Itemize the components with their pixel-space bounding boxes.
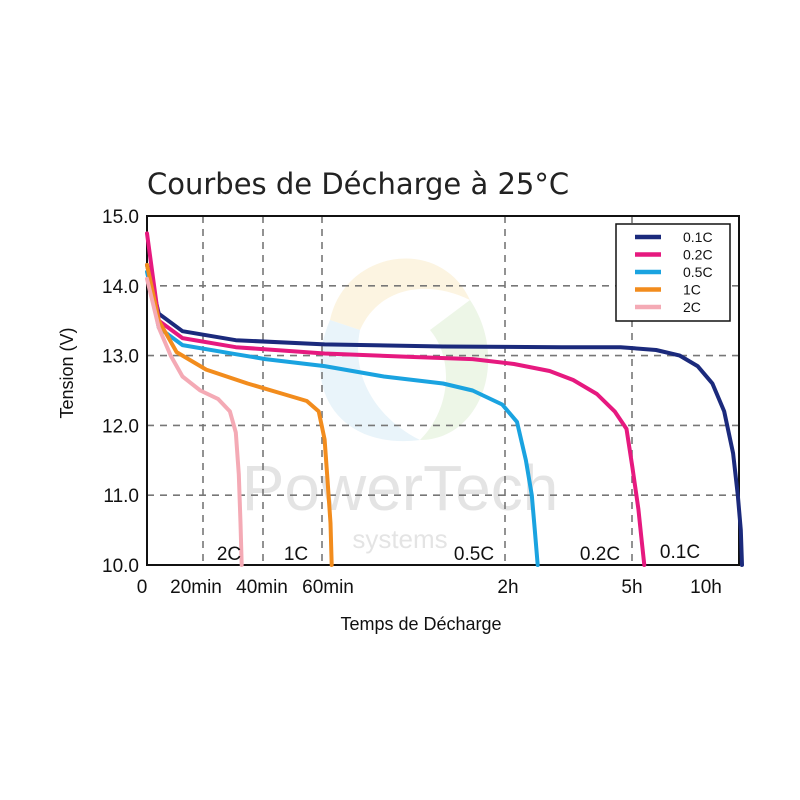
legend-box — [615, 223, 731, 322]
legend-label: 0.2C — [683, 247, 713, 263]
series-line-0-2C — [145, 231, 647, 567]
legend-label: 0.1C — [683, 229, 713, 245]
curve-end-label: 1C — [284, 544, 308, 565]
y-tick-label: 10.0 — [102, 556, 139, 577]
series-line-0-5C — [145, 269, 540, 567]
curve-end-labels: 0.1C 0.2C 0.5C 1C 2C — [217, 542, 700, 565]
series-line-0-1C — [145, 262, 744, 567]
y-tick-label: 14.0 — [102, 277, 139, 298]
legend-label: 2C — [683, 299, 701, 315]
plot-area-frame — [146, 215, 740, 566]
chart-title: Courbes de Décharge à 25°C — [147, 167, 569, 201]
y-tick-label: 15.0 — [102, 207, 139, 228]
curve-end-label: 0.1C — [660, 542, 700, 563]
x-tick-label: 10h — [690, 577, 722, 598]
watermark-logo: PowerTech systems — [242, 258, 559, 554]
y-axis-label: Tension (V) — [57, 327, 77, 418]
curve-end-label: 0.5C — [454, 544, 494, 565]
series-lines — [145, 231, 744, 567]
x-tick-label: 20min — [170, 577, 222, 598]
x-tick-label: 40min — [236, 577, 288, 598]
y-tick-labels: 10.0 11.0 12.0 13.0 14.0 15.0 — [102, 207, 139, 577]
legend-label: 1C — [683, 282, 701, 298]
y-tick-label: 13.0 — [102, 347, 139, 368]
legend-label: 0.5C — [683, 264, 713, 280]
curve-end-label: 0.2C — [580, 544, 620, 565]
watermark-subtext: systems — [352, 524, 447, 554]
series-line-2C — [145, 276, 244, 567]
watermark-swirl-green — [420, 300, 489, 440]
x-tick-label: 5h — [621, 577, 642, 598]
curve-end-label: 2C — [217, 544, 241, 565]
x-tick-label: 2h — [497, 577, 518, 598]
watermark-swirl-blue — [320, 320, 420, 442]
watermark-text: PowerTech — [242, 452, 559, 524]
x-tick-labels: 0 20min 40min 60min 2h 5h 10h — [137, 577, 722, 598]
series-line-1C — [145, 262, 334, 567]
x-tick-label: 60min — [302, 577, 354, 598]
y-tick-label: 11.0 — [103, 486, 139, 507]
y-tick-label: 12.0 — [102, 416, 139, 437]
x-tick-label: 0 — [137, 577, 148, 598]
x-axis-label: Temps de Décharge — [340, 614, 501, 634]
watermark-swirl-yellow — [330, 258, 470, 330]
